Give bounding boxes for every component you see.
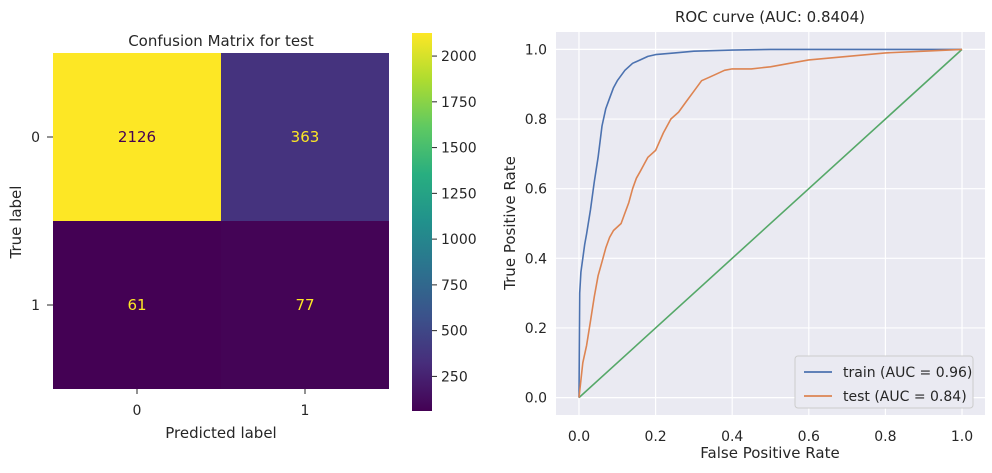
roc-y-axis-label: True Positive Rate (501, 156, 519, 291)
roc-y-tick-label: 0.4 (525, 251, 547, 267)
colorbar-tick-label: 1000 (441, 232, 477, 248)
chance-line (578, 48, 963, 399)
cm-cell-value: 363 (291, 128, 320, 146)
roc-title: ROC curve (AUC: 0.8404) (675, 8, 865, 26)
colorbar-tick-label: 1500 (441, 141, 477, 157)
legend-label: train (AUC = 0.96) (843, 365, 972, 381)
cm-cell-value: 77 (295, 296, 314, 314)
roc-y-tick-label: 1.0 (525, 42, 547, 58)
colorbar-tick-label: 1250 (441, 186, 477, 202)
colorbar-tick-label: 750 (441, 278, 468, 294)
colorbar-tick-label: 250 (441, 369, 468, 385)
roc-x-ticks: 0.0 0.2 0.4 0.6 0.8 1.0 (568, 429, 973, 445)
cm-x-axis-label: Predicted label (165, 424, 276, 442)
colorbar-ticks: 250 500 750 1000 1250 1500 1750 2000 (432, 49, 477, 385)
cm-y-axis-label: True label (7, 186, 25, 260)
roc-y-ticks: 0.0 0.2 0.4 0.6 0.8 1.0 (525, 42, 547, 406)
roc-x-tick-label: 0.4 (721, 429, 743, 445)
roc-y-tick-label: 0.2 (525, 321, 547, 337)
legend-label: test (AUC = 0.84) (843, 389, 967, 405)
cm-y-tick-label: 1 (31, 298, 40, 314)
cm-cells: 2126 363 61 77 (53, 53, 389, 389)
roc-y-tick-label: 0.0 (525, 391, 547, 407)
colorbar: 250 500 750 1000 1250 1500 1750 2000 (412, 33, 477, 411)
cm-cell-value: 61 (127, 296, 146, 314)
cm-cell (53, 53, 221, 221)
cm-cell (53, 221, 221, 389)
cm-title: Confusion Matrix for test (128, 32, 314, 50)
cm-cell (221, 221, 389, 389)
roc-x-axis-label: False Positive Rate (700, 444, 839, 462)
roc-series-line (578, 48, 963, 398)
colorbar-gradient (412, 33, 432, 411)
roc-lines (578, 48, 963, 399)
roc-x-tick-label: 0.8 (874, 429, 896, 445)
cm-x-tick-label: 0 (133, 403, 142, 419)
roc-series-line (578, 48, 962, 398)
roc-x-tick-label: 0.0 (568, 429, 590, 445)
roc-x-tick-label: 1.0 (951, 429, 973, 445)
cm-cell (221, 53, 389, 221)
colorbar-tick-label: 2000 (441, 49, 477, 65)
colorbar-tick-label: 500 (441, 324, 468, 340)
roc-legend: train (AUC = 0.96) test (AUC = 0.84) (794, 355, 974, 409)
colorbar-tick-label: 1750 (441, 95, 477, 111)
cm-y-ticks: 01 (31, 130, 53, 314)
cm-cell-value: 2126 (118, 128, 156, 146)
roc-x-tick-label: 0.2 (644, 429, 666, 445)
roc-x-tick-label: 0.6 (798, 429, 820, 445)
roc-panel: ROC curve (AUC: 0.8404) 0.0 0.2 0.4 0.6 0.8 1… (501, 8, 985, 462)
cm-y-tick-label: 0 (31, 130, 40, 146)
roc-y-tick-label: 0.6 (525, 182, 547, 198)
cm-x-tick-label: 1 (301, 403, 310, 419)
legend-items: train (AUC = 0.96) test (AUC = 0.84) (804, 365, 972, 405)
legend-box (794, 355, 974, 409)
roc-y-tick-label: 0.8 (525, 112, 547, 128)
